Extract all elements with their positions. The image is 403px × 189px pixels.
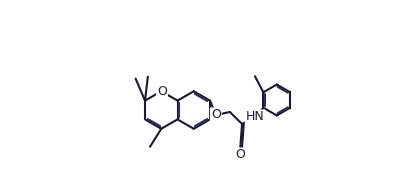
Text: O: O (157, 85, 167, 98)
Text: O: O (235, 149, 245, 161)
Text: HN: HN (246, 111, 265, 123)
Text: O: O (211, 108, 221, 122)
